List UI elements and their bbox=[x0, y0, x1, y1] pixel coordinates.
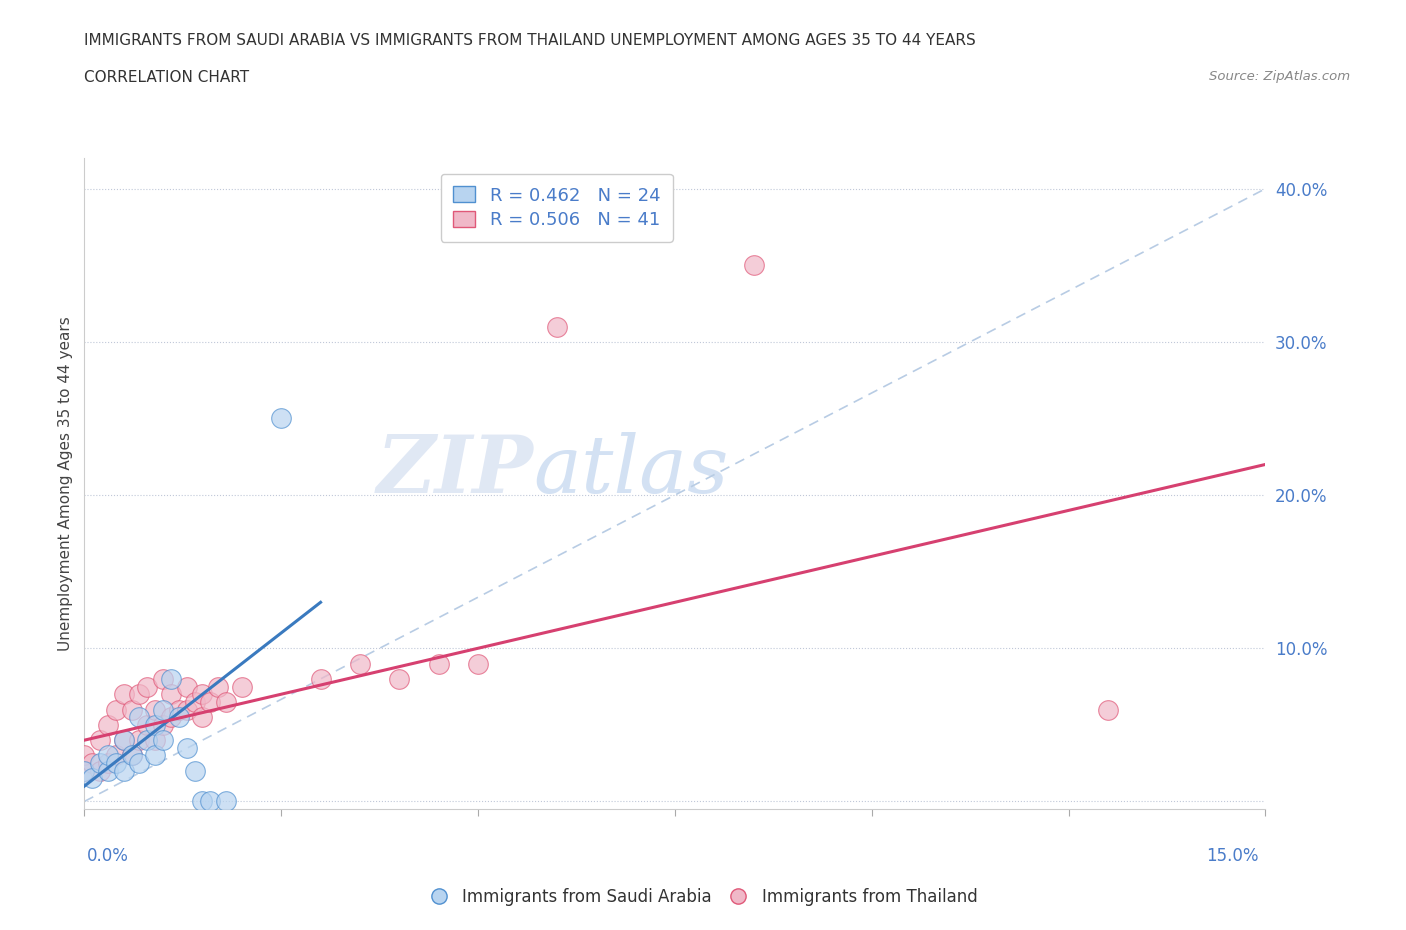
Point bbox=[200, 794, 222, 809]
Point bbox=[121, 748, 143, 763]
Point bbox=[191, 710, 214, 724]
Point bbox=[152, 671, 174, 686]
Point bbox=[121, 702, 143, 717]
Text: IMMIGRANTS FROM SAUDI ARABIA VS IMMIGRANTS FROM THAILAND UNEMPLOYMENT AMONG AGES: IMMIGRANTS FROM SAUDI ARABIA VS IMMIGRAN… bbox=[84, 33, 976, 47]
Point bbox=[73, 764, 96, 778]
Legend: R = 0.462   N = 24, R = 0.506   N = 41: R = 0.462 N = 24, R = 0.506 N = 41 bbox=[440, 174, 673, 242]
Point bbox=[191, 686, 214, 701]
Y-axis label: Unemployment Among Ages 35 to 44 years: Unemployment Among Ages 35 to 44 years bbox=[58, 316, 73, 651]
Point bbox=[427, 657, 450, 671]
Point bbox=[82, 756, 104, 771]
Point bbox=[112, 764, 135, 778]
Point bbox=[167, 702, 190, 717]
Text: 15.0%: 15.0% bbox=[1206, 846, 1258, 865]
Point bbox=[183, 695, 205, 710]
Point bbox=[200, 695, 222, 710]
Point bbox=[270, 411, 292, 426]
Point bbox=[112, 686, 135, 701]
Point bbox=[112, 733, 135, 748]
Text: atlas: atlas bbox=[533, 432, 728, 510]
Point bbox=[104, 748, 127, 763]
Point bbox=[1097, 702, 1119, 717]
Point bbox=[97, 756, 120, 771]
Text: Source: ZipAtlas.com: Source: ZipAtlas.com bbox=[1209, 70, 1350, 83]
Point bbox=[73, 748, 96, 763]
Point bbox=[136, 733, 159, 748]
Point bbox=[467, 657, 489, 671]
Point bbox=[207, 679, 229, 694]
Text: CORRELATION CHART: CORRELATION CHART bbox=[84, 70, 249, 85]
Point bbox=[136, 717, 159, 732]
Point bbox=[191, 794, 214, 809]
Point bbox=[546, 319, 568, 334]
Point bbox=[215, 695, 238, 710]
Point bbox=[742, 258, 765, 272]
Point bbox=[176, 740, 198, 755]
Point bbox=[143, 717, 166, 732]
Text: 0.0%: 0.0% bbox=[87, 846, 129, 865]
Point bbox=[176, 702, 198, 717]
Point bbox=[160, 686, 183, 701]
Point bbox=[160, 710, 183, 724]
Point bbox=[183, 764, 205, 778]
Point bbox=[167, 710, 190, 724]
Point bbox=[388, 671, 411, 686]
Point bbox=[215, 794, 238, 809]
Point bbox=[143, 748, 166, 763]
Point bbox=[128, 733, 150, 748]
Point bbox=[143, 733, 166, 748]
Point bbox=[128, 756, 150, 771]
Point bbox=[309, 671, 332, 686]
Point bbox=[231, 679, 253, 694]
Point bbox=[176, 679, 198, 694]
Point bbox=[152, 702, 174, 717]
Point bbox=[89, 733, 111, 748]
Point bbox=[97, 748, 120, 763]
Point bbox=[82, 771, 104, 786]
Point bbox=[152, 733, 174, 748]
Point bbox=[104, 756, 127, 771]
Point bbox=[128, 686, 150, 701]
Point bbox=[97, 717, 120, 732]
Point bbox=[349, 657, 371, 671]
Point bbox=[160, 671, 183, 686]
Legend: Immigrants from Saudi Arabia, Immigrants from Thailand: Immigrants from Saudi Arabia, Immigrants… bbox=[422, 881, 984, 912]
Point bbox=[136, 679, 159, 694]
Point bbox=[89, 756, 111, 771]
Point bbox=[112, 733, 135, 748]
Point bbox=[73, 764, 96, 778]
Point bbox=[143, 702, 166, 717]
Point bbox=[97, 764, 120, 778]
Point bbox=[128, 710, 150, 724]
Point bbox=[121, 748, 143, 763]
Point bbox=[152, 717, 174, 732]
Point bbox=[104, 702, 127, 717]
Text: ZIP: ZIP bbox=[377, 432, 533, 510]
Point bbox=[89, 764, 111, 778]
